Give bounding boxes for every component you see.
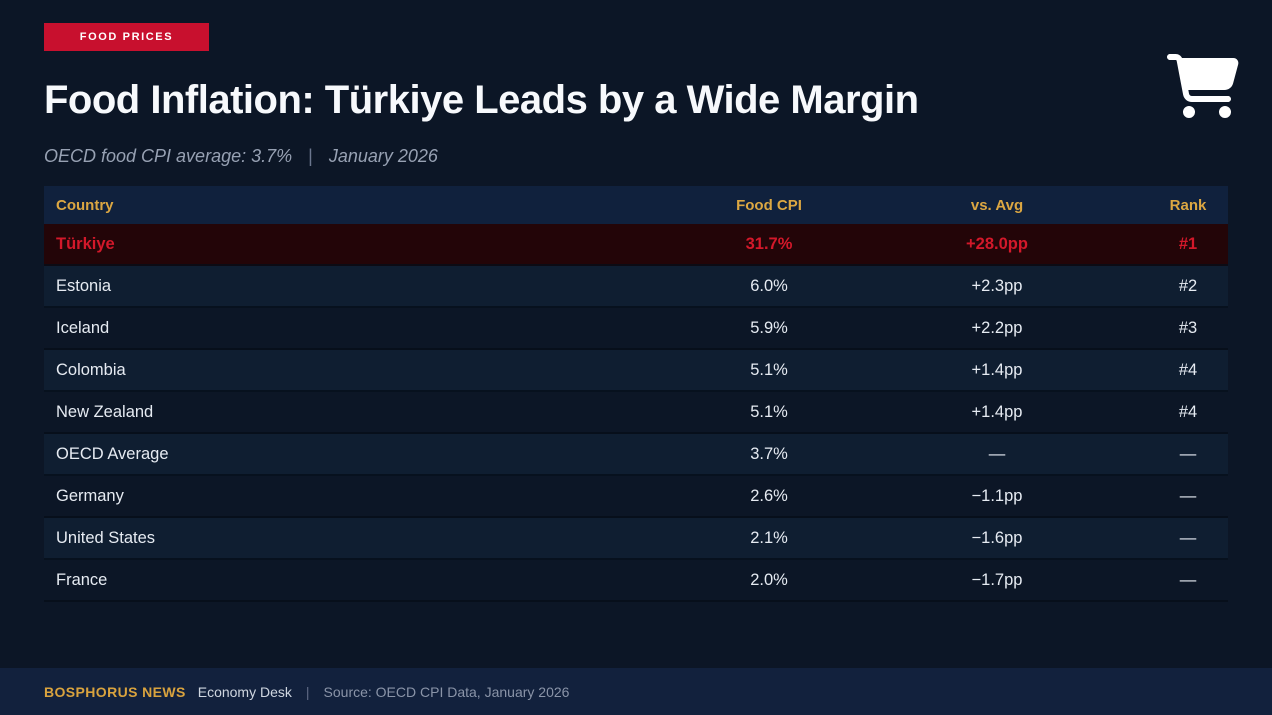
cell-vs-avg: +2.3pp — [971, 276, 1023, 295]
table-row: Estonia 6.0% +2.3pp #2 — [44, 266, 1228, 308]
cell-food-cpi: 31.7% — [745, 234, 793, 253]
cell-rank: — — [1179, 570, 1197, 589]
table-row: Germany 2.6% −1.1pp — — [44, 476, 1228, 518]
table-row: New Zealand 5.1% +1.4pp #4 — [44, 392, 1228, 434]
cell-country: Germany — [56, 486, 124, 505]
cell-rank: — — [1179, 486, 1197, 505]
table-row: Türkiye 31.7% +28.0pp #1 — [44, 224, 1228, 266]
table-row: Iceland 5.9% +2.2pp #3 — [44, 308, 1228, 350]
cell-rank: — — [1179, 528, 1197, 547]
subtitle-average: OECD food CPI average: 3.7% — [44, 146, 293, 166]
cell-food-cpi: 2.1% — [750, 528, 788, 547]
cell-vs-avg: +2.2pp — [971, 318, 1023, 337]
cell-food-cpi: 5.1% — [750, 402, 788, 421]
cell-vs-avg: +1.4pp — [971, 360, 1023, 379]
cell-country: New Zealand — [56, 402, 154, 421]
cell-vs-avg: −1.6pp — [971, 528, 1023, 547]
page-title: Food Inflation: Türkiye Leads by a Wide … — [44, 78, 919, 122]
cell-food-cpi: 5.1% — [750, 360, 788, 379]
cell-rank: #4 — [1178, 402, 1198, 421]
cell-country: Colombia — [56, 360, 126, 379]
table-row: Colombia 5.1% +1.4pp #4 — [44, 350, 1228, 392]
cell-vs-avg: — — [988, 444, 1006, 463]
cell-country: Iceland — [56, 318, 110, 337]
cell-rank: #3 — [1178, 318, 1198, 337]
cell-food-cpi: 2.0% — [750, 570, 788, 589]
cell-country: Estonia — [56, 276, 112, 295]
cell-rank: #4 — [1178, 360, 1198, 379]
footer-bar: BOSPHORUS NEWS Economy Desk | Source: OE… — [0, 668, 1272, 715]
table-row: United States 2.1% −1.6pp — — [44, 518, 1228, 560]
column-header-rank: Rank — [1169, 196, 1207, 214]
column-header-food-cpi: Food CPI — [736, 196, 802, 214]
column-header-country: Country — [56, 196, 114, 214]
cell-vs-avg: +28.0pp — [966, 234, 1028, 253]
cell-country: France — [56, 570, 108, 589]
footer-separator: | — [305, 683, 310, 700]
subtitle-separator: | — [308, 146, 313, 166]
table-header-row: Country Food CPI vs. Avg Rank — [44, 186, 1228, 224]
cell-food-cpi: 2.6% — [750, 486, 788, 505]
shopping-cart-icon — [1166, 54, 1240, 118]
cell-country: OECD Average — [56, 444, 169, 463]
cell-vs-avg: +1.4pp — [971, 402, 1023, 421]
cell-rank: #2 — [1178, 276, 1198, 295]
cell-food-cpi: 5.9% — [750, 318, 788, 337]
footer-desk: Economy Desk — [197, 683, 292, 700]
cell-food-cpi: 6.0% — [750, 276, 788, 295]
cell-food-cpi: 3.7% — [750, 444, 788, 463]
brand-name: BOSPHORUS NEWS — [44, 683, 186, 700]
table-row: France 2.0% −1.7pp — — [44, 560, 1228, 602]
category-badge: FOOD PRICES — [44, 23, 209, 51]
cell-rank: — — [1179, 444, 1197, 463]
cell-rank: #1 — [1178, 234, 1198, 253]
food-cpi-table: Country Food CPI vs. Avg Rank Türkiye 31… — [44, 186, 1228, 602]
page-subtitle: OECD food CPI average: 3.7% | January 20… — [44, 146, 438, 167]
cell-country: Türkiye — [56, 234, 115, 253]
cell-vs-avg: −1.1pp — [971, 486, 1023, 505]
cell-country: United States — [56, 528, 156, 547]
table-body: Türkiye 31.7% +28.0pp #1 Estonia 6.0% +2… — [44, 224, 1228, 602]
cell-vs-avg: −1.7pp — [971, 570, 1023, 589]
footer-source: Source: OECD CPI Data, January 2026 — [323, 683, 570, 700]
table-row: OECD Average 3.7% — — — [44, 434, 1228, 476]
column-header-vs-avg: vs. Avg — [970, 196, 1024, 214]
subtitle-period: January 2026 — [328, 146, 438, 166]
